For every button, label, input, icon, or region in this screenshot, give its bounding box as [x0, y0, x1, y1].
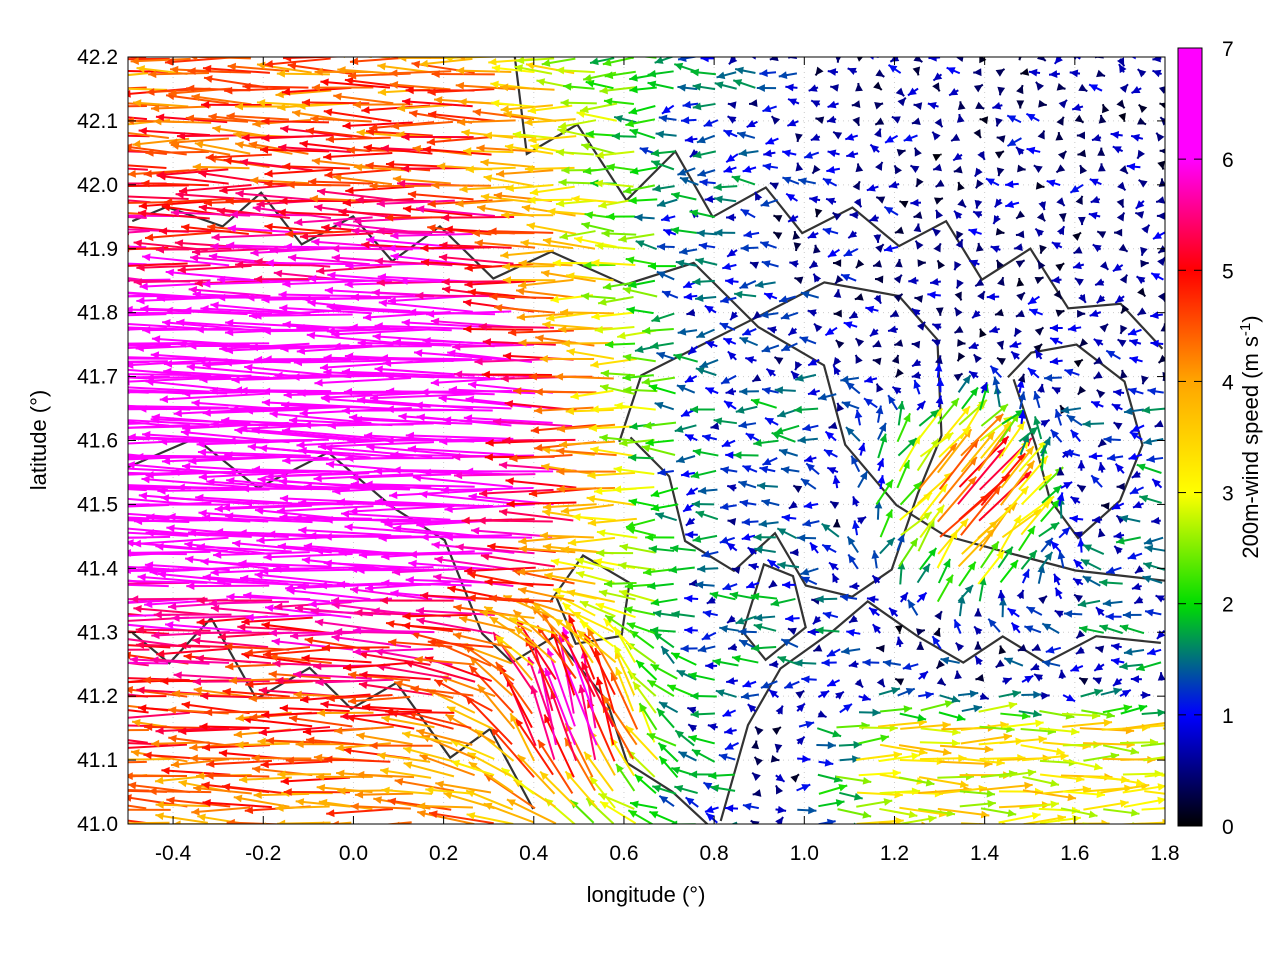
y-tick-label: 42.2 [77, 46, 118, 69]
wind-vector [223, 46, 288, 58]
x-tick-label: 0.8 [700, 842, 729, 865]
y-tick-label: 41.5 [77, 493, 118, 516]
x-tick-label: 1.8 [1150, 842, 1179, 865]
wind-vector [51, 166, 126, 174]
wind-vector [919, 824, 966, 832]
x-tick-label: 1.4 [970, 842, 1000, 865]
wind-vector [60, 78, 129, 89]
y-tick-label: 41.6 [77, 430, 118, 453]
y-tick-label: 41.8 [77, 302, 118, 325]
wind-vector [562, 47, 595, 56]
colorbar: 0 1 2 3 4 5 6 7 200m-wind speed (m s-1) [1178, 38, 1263, 839]
y-tick-label: 41.2 [77, 685, 118, 708]
y-tick-label: 41.1 [77, 749, 118, 772]
colorbar-tick-label: 0 [1222, 816, 1234, 839]
x-tick-label: 0.0 [339, 842, 368, 865]
wind-vector [375, 825, 431, 834]
y-tick-label: 42.1 [77, 110, 118, 133]
x-tick-label: -0.4 [155, 842, 192, 865]
colorbar-tick-label: 1 [1222, 705, 1234, 728]
wind-vector [798, 824, 811, 831]
x-tick-label: -0.2 [245, 842, 281, 865]
colorbar-tick-label: 7 [1222, 38, 1234, 61]
wind-vector [50, 671, 128, 682]
wind-vector [48, 662, 128, 670]
wind-vector [64, 141, 126, 151]
wind-vector [59, 226, 129, 234]
wind-vector [44, 260, 128, 268]
wind-vector [815, 48, 822, 57]
wind-vector [788, 52, 797, 59]
wind-vector [144, 49, 209, 57]
wind-vector [58, 735, 126, 746]
x-tick-label: 1.6 [1060, 842, 1089, 865]
colorbar-gradient [1178, 48, 1202, 826]
colorbar-tick-label: 6 [1222, 149, 1234, 172]
wind-vector [69, 783, 128, 794]
y-tick-label: 41.3 [77, 621, 118, 644]
x-tick-label: 0.4 [519, 842, 549, 865]
colorbar-tick-label: 3 [1222, 483, 1234, 506]
wind-vector [41, 281, 129, 290]
x-tick-label: 1.0 [790, 842, 819, 865]
colorbar-tick-label: 2 [1222, 594, 1234, 617]
x-tick-label: 0.2 [429, 842, 458, 865]
y-tick-label: 41.9 [77, 238, 118, 261]
colorbar-label: 200m-wind speed (m s-1) [1237, 315, 1263, 558]
wind-vector [995, 48, 1003, 56]
wind-vector [215, 46, 270, 56]
wind-vector [367, 48, 431, 58]
wind-vector [43, 582, 127, 590]
colorbar-tick-label: 5 [1222, 260, 1234, 283]
y-tick-label: 41.7 [77, 366, 118, 389]
wind-vector [48, 604, 127, 615]
y-tick-label: 42.0 [77, 174, 118, 197]
x-tick-label: 0.6 [609, 842, 638, 865]
wind-vector [22, 333, 129, 345]
wind-vector [243, 48, 310, 57]
wind-vector [1082, 823, 1122, 832]
x-tick-label: 1.2 [880, 842, 909, 865]
wind-vector [57, 201, 129, 209]
wind-vector [938, 825, 975, 834]
wind-vector [39, 548, 130, 556]
y-axis-label: latitude (°) [26, 390, 51, 491]
colorbar-tick-label: 4 [1222, 371, 1234, 394]
y-tick-label: 41.0 [77, 813, 118, 836]
y-tick-label: 41.4 [77, 557, 118, 580]
wind-vector [36, 591, 128, 600]
x-axis-label: longitude (°) [587, 882, 706, 907]
wind-vector [320, 47, 372, 57]
wind-vector [51, 211, 129, 219]
wind-vector [55, 727, 126, 736]
wind-vector [32, 537, 129, 546]
